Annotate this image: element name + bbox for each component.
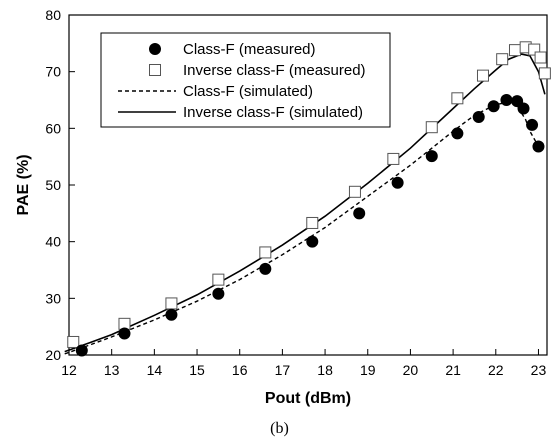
inverse-class-f-measured-point: [67, 335, 80, 348]
inverse-class-f-simulated-legend-label: Inverse class-F (simulated): [183, 104, 363, 121]
x-tick-label: 18: [317, 362, 333, 378]
y-tick-label: 20: [45, 347, 61, 363]
class-f-measured-point: [425, 150, 438, 163]
class-f-measured-point: [517, 102, 530, 115]
pae-chart: 12 13 14 15 16 17 18 19 20 21 22 23 20 30 40 50 60 70 80 P…: [15, 7, 551, 407]
class-f-measured-point: [306, 235, 319, 248]
inverse-class-f-measured-point: [387, 152, 400, 165]
axis-ticks: 12 13 14 15 16 17 18 19 20 21 22 23 20 30 40 50 60 70 80: [45, 7, 546, 378]
class-f-measured-legend-label: Class-F (measured): [183, 41, 316, 58]
class-f-measured-point: [75, 344, 88, 357]
inverse-class-f-measured-point: [425, 121, 438, 134]
class-f-measured-point: [532, 140, 545, 153]
x-tick-label: 23: [531, 362, 547, 378]
inverse-class-f-measured-point: [528, 43, 541, 56]
x-tick-label: 19: [360, 362, 376, 378]
inverse-class-f-measured-point: [348, 185, 361, 198]
class-f-simulated-line: [64, 101, 540, 355]
inverse-class-f-measured-point: [534, 51, 547, 64]
class-f-measured-legend-marker: [149, 43, 161, 55]
y-axis-title: PAE (%): [15, 154, 32, 215]
x-tick-label: 14: [147, 362, 163, 378]
x-axis-title: Pout (dBm): [265, 390, 351, 407]
class-f-measured-point: [165, 308, 178, 321]
legend: Class-F (measured) Inverse class-F (measu…: [100, 32, 391, 128]
inverse-class-f-measured-point: [476, 69, 489, 82]
y-tick-label: 50: [45, 177, 61, 193]
inverse-class-f-measured-point: [538, 67, 551, 80]
class-f-measured-point: [472, 111, 485, 123]
class-f-measured-point: [259, 262, 272, 275]
class-f-measured-point: [353, 207, 366, 220]
series-layer: [64, 41, 551, 357]
inverse-class-f-measured-point: [451, 92, 464, 105]
x-tick-label: 13: [104, 362, 120, 378]
inverse-class-f-measured-legend-marker: [149, 64, 161, 76]
class-f-measured-point: [526, 118, 539, 131]
inverse-class-f-measured-point: [496, 53, 509, 66]
x-tick-label: 21: [445, 362, 461, 378]
figure-caption: (b): [270, 420, 289, 437]
x-tick-label: 17: [275, 362, 291, 378]
inverse-class-f-simulated-line: [64, 53, 546, 353]
x-tick-label: 16: [232, 362, 248, 378]
y-tick-label: 60: [45, 120, 61, 136]
class-f-measured-point: [500, 94, 513, 106]
inverse-class-f-measured-legend-label: Inverse class-F (measured): [183, 62, 366, 79]
class-f-measured-point: [118, 327, 131, 340]
class-f-measured-point: [451, 127, 464, 140]
x-tick-label: 12: [61, 362, 77, 378]
class-f-measured-point: [212, 287, 225, 300]
y-tick-label: 30: [45, 290, 61, 306]
y-tick-label: 40: [45, 234, 61, 250]
inverse-class-f-measured-point: [212, 273, 225, 286]
inverse-class-f-measured-point: [306, 216, 319, 229]
x-tick-label: 15: [189, 362, 205, 378]
class-f-simulated-legend-label: Class-F (simulated): [183, 83, 313, 100]
inverse-class-f-measured-point: [165, 297, 178, 310]
inverse-class-f-measured-point: [508, 44, 521, 57]
x-tick-label: 22: [488, 362, 504, 378]
x-tick-label: 20: [403, 362, 419, 378]
class-f-measured-point: [391, 176, 404, 189]
y-tick-label: 70: [45, 64, 61, 80]
y-tick-label: 80: [45, 7, 61, 23]
class-f-measured-point: [487, 100, 500, 113]
inverse-class-f-measured-point: [259, 246, 272, 259]
